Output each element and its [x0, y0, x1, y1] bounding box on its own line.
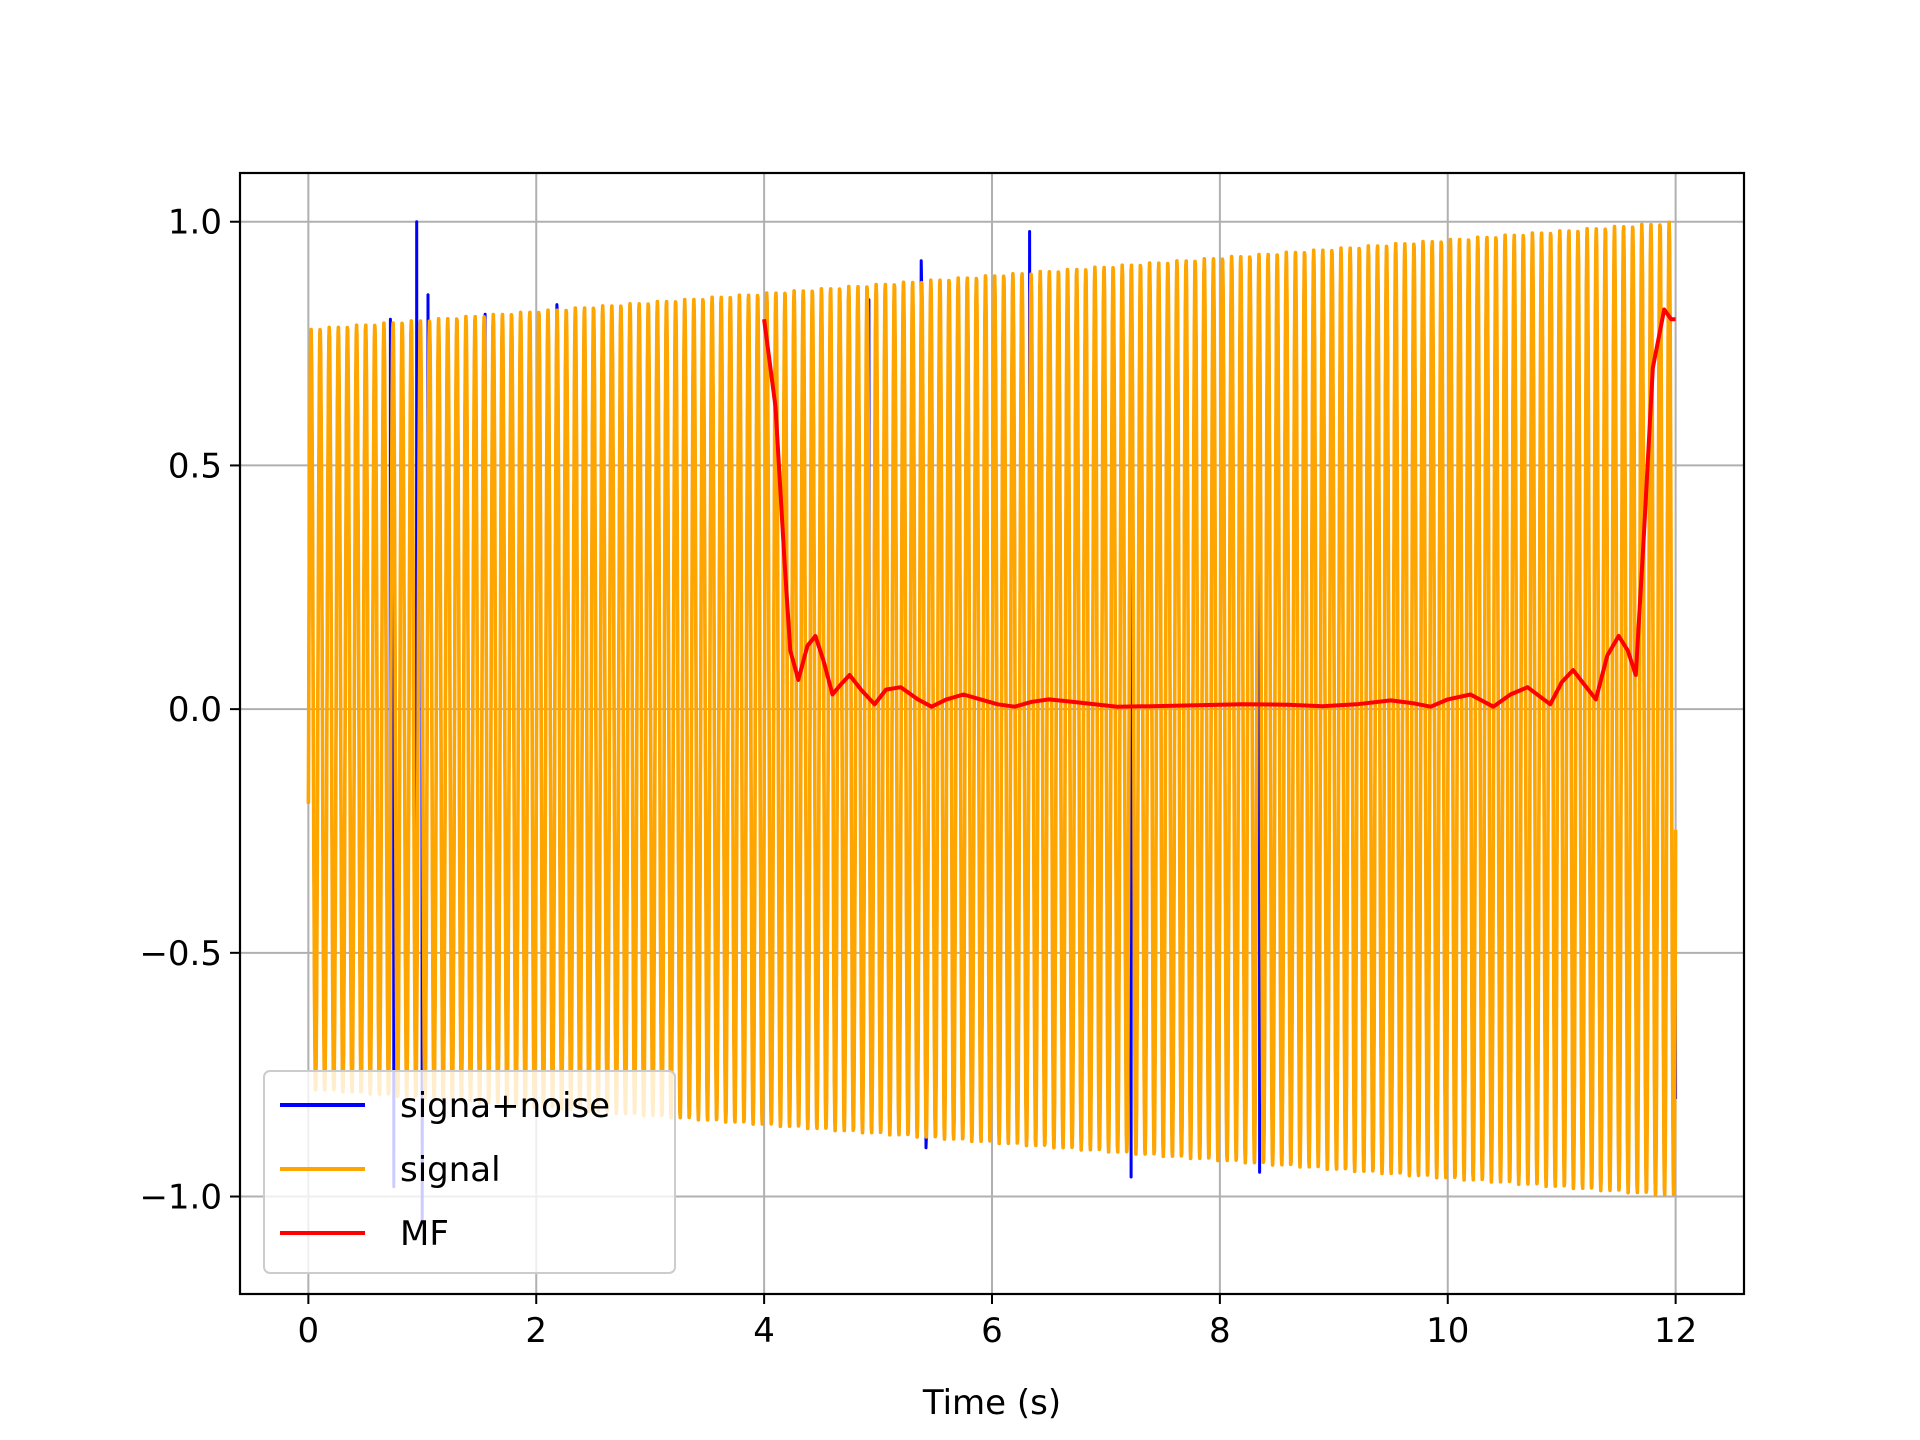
y-tick-label: −1.0: [139, 1178, 222, 1218]
y-tick-label: 1.0: [168, 203, 222, 243]
x-tick-label: 10: [1426, 1311, 1469, 1351]
x-tick-label: 4: [753, 1311, 775, 1351]
x-tick-label: 0: [298, 1311, 320, 1351]
legend-box: [263, 1070, 676, 1274]
x-tick-label: 6: [981, 1311, 1003, 1351]
y-tick-label: −0.5: [139, 934, 222, 974]
legend-label-mf: MF: [400, 1214, 449, 1254]
legend-label-signa-noise: signa+noise: [400, 1086, 610, 1126]
series-line-mf: [762, 307, 1676, 709]
legend-label-signal: signal: [400, 1150, 501, 1190]
y-tick-label: 0.5: [168, 446, 222, 486]
x-tick-label: 12: [1654, 1311, 1697, 1351]
series-layer: [306, 220, 1678, 1223]
x-axis-label: Time (s): [922, 1383, 1061, 1423]
legend: signa+noise signal MF: [263, 1070, 676, 1274]
series-line-signal: [306, 220, 1678, 1197]
ticks: 0 2 4 6 8 10 12 −1.0 −0.5 0.0 0.5 1.0: [139, 203, 1697, 1351]
y-tick-label: 0.0: [168, 690, 222, 730]
x-tick-label: 8: [1209, 1311, 1231, 1351]
x-tick-label: 2: [525, 1311, 547, 1351]
